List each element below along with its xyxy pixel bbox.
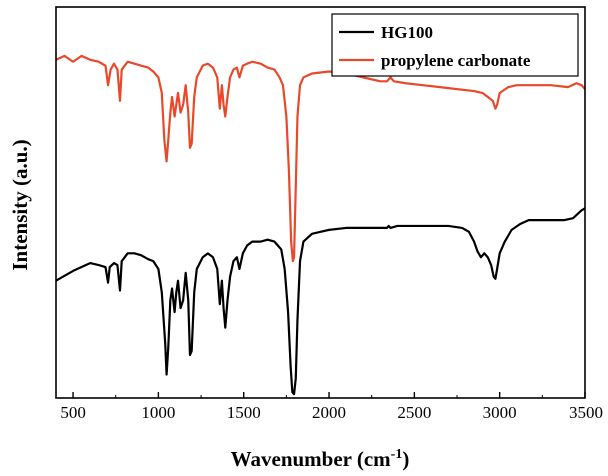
x-axis-title-main: Wavenumber (cm <box>231 447 392 471</box>
x-tick-label-1000: 1000 <box>141 403 175 422</box>
y-axis-title: Intensity (a.u.) <box>8 139 32 270</box>
x-tick-label-1500: 1500 <box>227 403 261 422</box>
legend-label-propylene-carbonate: propylene carbonate <box>381 51 531 70</box>
x-tick-label-3000: 3000 <box>483 403 517 422</box>
x-tick-label-2000: 2000 <box>312 403 346 422</box>
x-axis-title: Wavenumber (cm-1) <box>231 447 410 471</box>
legend: HG100 propylene carbonate <box>332 14 578 76</box>
x-tick-label-2500: 2500 <box>397 403 431 422</box>
x-axis-title-superscript: -1 <box>391 447 403 462</box>
x-axis-title-close: ) <box>402 447 409 471</box>
x-tick-label-500: 500 <box>60 403 86 422</box>
legend-label-hg100: HG100 <box>381 23 433 42</box>
x-tick-label-3500: 3500 <box>569 403 603 422</box>
